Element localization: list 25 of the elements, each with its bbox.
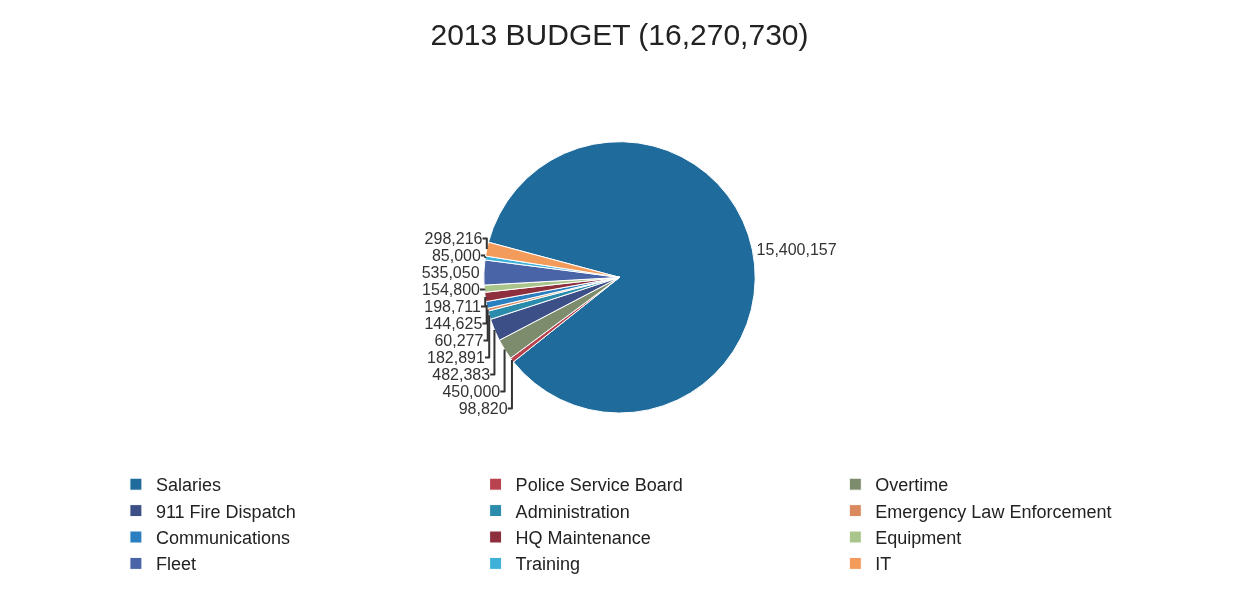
data-label: 85,000 — [431, 246, 481, 264]
legend-label: Administration — [515, 501, 630, 522]
legend-label: Overtime — [875, 475, 949, 496]
legend-label: Police Service Board — [515, 475, 683, 496]
data-label: 144,625 — [424, 314, 483, 332]
legend-label: Emergency Law Enforcement — [875, 501, 1112, 522]
legend-label: HQ Maintenance — [515, 528, 651, 549]
legend-label: 911 Fire Dispatch — [155, 501, 296, 522]
data-label: 482,383 — [432, 365, 491, 383]
legend-label: Salaries — [155, 475, 221, 496]
data-label: 60,277 — [434, 331, 484, 349]
legend-label: Communications — [155, 528, 290, 549]
data-label: 450,000 — [442, 382, 501, 400]
data-label: 15,400,157 — [756, 240, 837, 258]
legend-label: IT — [875, 554, 892, 575]
data-label: 154,800 — [422, 280, 481, 298]
data-label: 298,216 — [424, 229, 483, 247]
data-label: 535,050 — [421, 263, 480, 281]
data-label: 198,711 — [424, 297, 481, 315]
data-label: 98,820 — [458, 399, 508, 417]
legend-label: Training — [515, 554, 580, 575]
legend-label: Fleet — [155, 554, 196, 575]
legend-label: Equipment — [875, 528, 962, 549]
chart-title: 2013 BUDGET (16,270,730) — [430, 17, 809, 51]
data-label: 182,891 — [427, 348, 485, 366]
